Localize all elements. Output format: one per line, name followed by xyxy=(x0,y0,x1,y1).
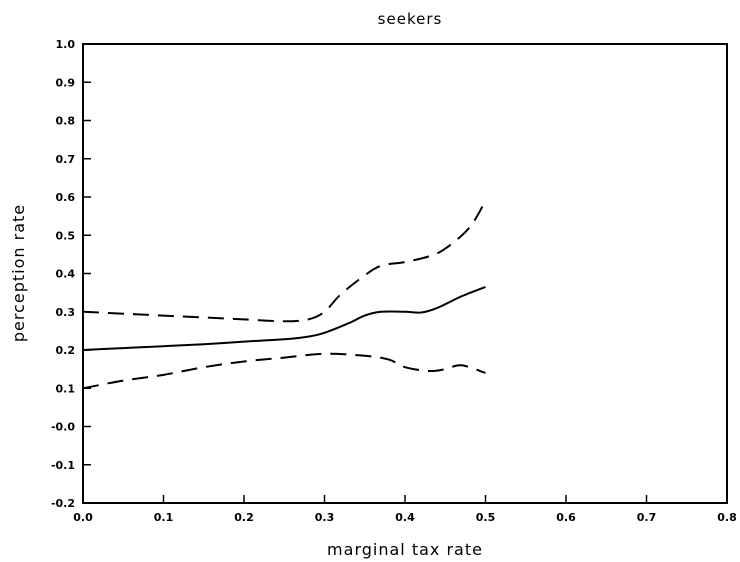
x-tick-label: 0.2 xyxy=(234,511,254,524)
chart-title: seekers xyxy=(378,10,443,28)
x-tick-label: 0.7 xyxy=(637,511,657,524)
x-axis-label: marginal tax rate xyxy=(327,540,483,559)
x-axis: 0.0 0.1 0.2 0.3 0.4 0.5 0.6 0.7 0.8 xyxy=(73,495,737,524)
x-tick-label: 0.3 xyxy=(315,511,335,524)
y-tick-label: -0.1 xyxy=(51,459,75,472)
y-tick-label: 0.1 xyxy=(56,382,76,395)
x-tick-label: 0.4 xyxy=(395,511,415,524)
y-tick-label: 0.4 xyxy=(56,268,76,281)
y-axis: -0.2 -0.1 -0.0 0.1 0.2 0.3 0.4 0.5 0.6 0.7 0.8 0.9 1… xyxy=(51,38,91,510)
y-tick-label: 0.2 xyxy=(56,344,76,357)
lower-bound-line xyxy=(82,352,486,390)
y-tick-label: 0.8 xyxy=(56,115,76,128)
x-tick-label: 0.5 xyxy=(476,511,496,524)
y-tick-label: 0.5 xyxy=(56,229,76,242)
upper-bound-line xyxy=(82,200,487,323)
series-layer xyxy=(82,200,487,390)
y-tick-label: -0.2 xyxy=(51,497,75,510)
y-tick-label: -0.0 xyxy=(51,421,75,434)
y-axis-label: perception rate xyxy=(9,204,28,342)
y-tick-label: 1.0 xyxy=(56,38,76,51)
plot-frame xyxy=(82,43,728,504)
x-tick-label: 0.1 xyxy=(154,511,174,524)
y-tick-label: 0.9 xyxy=(56,76,76,89)
y-tick-label: 0.6 xyxy=(56,191,76,204)
y-tick-label: 0.3 xyxy=(56,306,76,319)
x-tick-label: 0.6 xyxy=(556,511,576,524)
estimate-line xyxy=(82,285,486,351)
y-tick-label: 0.7 xyxy=(56,153,76,166)
x-tick-label: 0.8 xyxy=(717,511,737,524)
x-tick-label: 0.0 xyxy=(73,511,93,524)
